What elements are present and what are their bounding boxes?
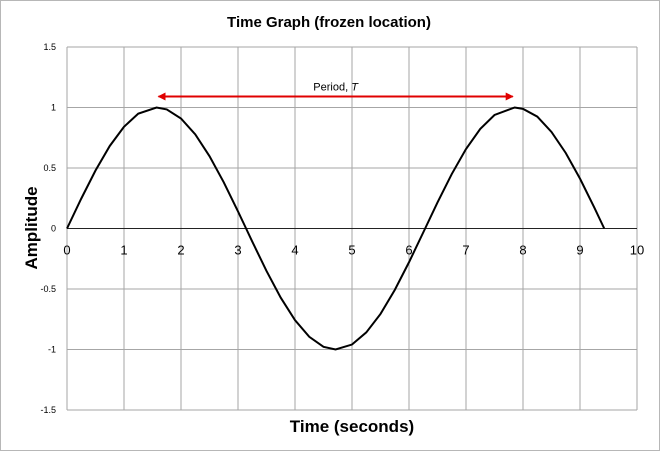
y-tick-label: 1.5: [43, 42, 56, 52]
x-tick-label: 7: [462, 243, 469, 258]
grid: [66, 46, 638, 411]
x-tick-label: 6: [405, 243, 412, 258]
x-axis-title: Time (seconds): [290, 417, 414, 436]
x-tick-label: 3: [234, 243, 241, 258]
x-tick-label: 2: [177, 243, 184, 258]
y-tick-label: -1: [48, 345, 56, 355]
x-tick-label: 8: [519, 243, 526, 258]
series-line: [66, 106, 606, 351]
x-tick-label: 10: [630, 243, 644, 258]
y-tick-label: 1: [51, 103, 56, 113]
x-tick-label: 9: [576, 243, 583, 258]
y-tick-label: 0: [51, 224, 56, 234]
period-label-text: Period,: [313, 82, 351, 94]
x-tick-label: 0: [63, 243, 70, 258]
period-symbol: T: [351, 82, 359, 94]
period-label: Period, T: [313, 82, 359, 94]
y-tick-label: -0.5: [40, 284, 56, 294]
y-tick-labels: 1.5 1 0.5 0 -0.5 -1 -1.5: [40, 42, 56, 415]
x-tick-labels: 0 1 2 3 4 5 6 7 8 9 10: [63, 243, 644, 258]
x-tick-label: 4: [291, 243, 298, 258]
y-axis-title: Amplitude: [22, 186, 41, 269]
x-tick-label: 5: [348, 243, 355, 258]
x-tick-label: 1: [120, 243, 127, 258]
chart-title: Time Graph (frozen location): [227, 14, 431, 31]
series-layer: [66, 106, 606, 351]
period-annotation: Period, T: [157, 82, 514, 101]
y-tick-label: 0.5: [43, 163, 56, 173]
y-tick-label: -1.5: [40, 405, 56, 415]
